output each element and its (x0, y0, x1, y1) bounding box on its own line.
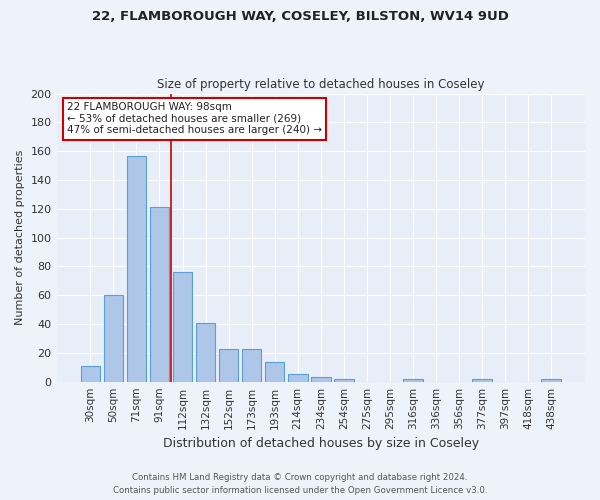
Bar (196, 322, 215, 382)
Bar (242, 348, 262, 382)
Bar (149, 208, 169, 382)
Bar (311, 378, 331, 382)
Text: Contains HM Land Registry data © Crown copyright and database right 2024.
Contai: Contains HM Land Registry data © Crown c… (113, 474, 487, 495)
Y-axis label: Number of detached properties: Number of detached properties (15, 150, 25, 326)
Bar (541, 379, 561, 382)
Bar (173, 272, 193, 382)
Bar (104, 295, 123, 382)
X-axis label: Distribution of detached houses by size in Coseley: Distribution of detached houses by size … (163, 437, 479, 450)
Text: 22, FLAMBOROUGH WAY, COSELEY, BILSTON, WV14 9UD: 22, FLAMBOROUGH WAY, COSELEY, BILSTON, W… (92, 10, 508, 23)
Title: Size of property relative to detached houses in Coseley: Size of property relative to detached ho… (157, 78, 485, 91)
Text: 22 FLAMBOROUGH WAY: 98sqm
← 53% of detached houses are smaller (269)
47% of semi: 22 FLAMBOROUGH WAY: 98sqm ← 53% of detac… (67, 102, 322, 136)
Bar (472, 379, 492, 382)
Bar (80, 366, 100, 382)
Bar (219, 348, 238, 382)
Bar (265, 362, 284, 382)
Bar (334, 379, 353, 382)
Bar (288, 374, 308, 382)
Bar (403, 379, 423, 382)
Bar (127, 156, 146, 382)
